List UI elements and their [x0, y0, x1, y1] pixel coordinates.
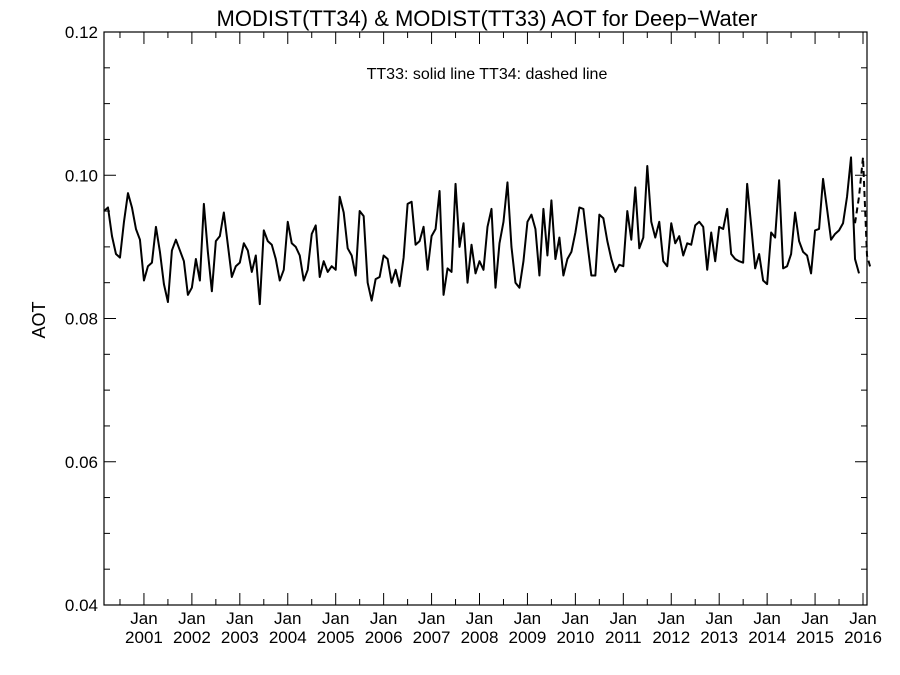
- line-style-annotation: TT33: solid line TT34: dashed line: [367, 66, 608, 83]
- x-tick-month-label: Jan: [658, 609, 685, 628]
- x-tick-month-label: Jan: [562, 609, 589, 628]
- x-tick-month-label: Jan: [226, 609, 253, 628]
- x-tick-month-label: Jan: [322, 609, 349, 628]
- y-axis-label: AOT: [29, 301, 49, 338]
- x-tick-year-label: 2001: [125, 628, 163, 647]
- x-tick-month-label: Jan: [370, 609, 397, 628]
- y-tick-label: 0.10: [65, 166, 98, 185]
- x-tick-year-label: 2012: [652, 628, 690, 647]
- series-line-tt33: [103, 156, 860, 306]
- x-tick-month-label: Jan: [801, 609, 828, 628]
- series-line-tt34: [854, 156, 872, 271]
- x-tick-year-label: 2005: [317, 628, 355, 647]
- x-tick-year-label: 2011: [605, 628, 642, 647]
- x-tick-year-label: 2002: [173, 628, 211, 647]
- x-tick-year-label: 2016: [844, 628, 882, 647]
- y-axis: 0.04 0.06 0.08 0.10 0.12: [65, 23, 867, 615]
- plot-frame: [103, 31, 868, 606]
- y-tick-label: 0.08: [65, 310, 98, 329]
- x-axis: Jan2001Jan2002Jan2003Jan2004Jan2005Jan20…: [119, 32, 882, 647]
- y-tick-label: 0.04: [65, 596, 98, 615]
- y-tick-label: 0.06: [65, 453, 98, 472]
- y-tick-label: 0.12: [65, 23, 98, 42]
- x-tick-month-label: Jan: [130, 609, 157, 628]
- x-tick-year-label: 2010: [556, 628, 594, 647]
- x-tick-month-label: Jan: [610, 609, 637, 628]
- series-group: [103, 156, 872, 306]
- x-tick-year-label: 2004: [269, 628, 307, 647]
- x-tick-year-label: 2015: [796, 628, 834, 647]
- x-tick-year-label: 2007: [413, 628, 451, 647]
- x-tick-year-label: 2009: [509, 628, 547, 647]
- x-tick-month-label: Jan: [849, 609, 876, 628]
- x-tick-year-label: 2013: [700, 628, 738, 647]
- x-tick-month-label: Jan: [753, 609, 780, 628]
- x-tick-year-label: 2008: [461, 628, 499, 647]
- x-tick-month-label: Jan: [178, 609, 205, 628]
- x-tick-month-label: Jan: [466, 609, 493, 628]
- x-tick-month-label: Jan: [705, 609, 732, 628]
- x-tick-month-label: Jan: [274, 609, 301, 628]
- chart-title: MODIST(TT34) & MODIST(TT33) AOT for Deep…: [217, 6, 758, 31]
- x-tick-year-label: 2003: [221, 628, 259, 647]
- x-tick-year-label: 2006: [365, 628, 403, 647]
- x-tick-month-label: Jan: [418, 609, 445, 628]
- x-tick-month-label: Jan: [514, 609, 541, 628]
- x-tick-year-label: 2014: [748, 628, 786, 647]
